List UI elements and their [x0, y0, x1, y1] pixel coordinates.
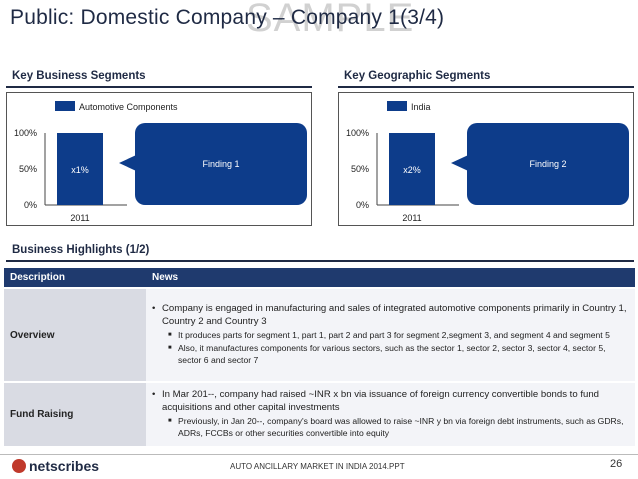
y-tick-0: 0% [356, 200, 369, 210]
news-list: Company is engaged in manufacturing and … [152, 302, 629, 366]
footer-divider [0, 454, 638, 455]
page-title-text: Public: Domestic Company – Company 1(3/4… [10, 6, 445, 29]
news-subbullet: It produces parts for segment 1, part 1,… [168, 329, 629, 341]
business-segments-chart: Automotive Components 100% 50% 0% x1% 20… [6, 92, 312, 226]
row-description: Fund Raising [4, 381, 146, 446]
x-tick-2011: 2011 [70, 213, 89, 223]
news-bullet: Company is engaged in manufacturing and … [152, 302, 629, 366]
finding-1-text: Finding 1 [202, 159, 240, 169]
logo-icon [12, 459, 26, 473]
news-bullet: In Mar 201--, company had raised ~INR x … [152, 388, 629, 439]
news-sublist: Previously, in Jan 20--, company's board… [168, 415, 629, 439]
bar-2011 [57, 133, 103, 205]
y-tick-50: 50% [19, 164, 37, 174]
highlights-table: Description News Overview Company is eng… [4, 268, 635, 446]
row-news: In Mar 201--, company had raised ~INR x … [146, 381, 635, 446]
business-highlights-heading: Business Highlights (1/2) [12, 244, 150, 256]
news-subbullet: Previously, in Jan 20--, company's board… [168, 415, 629, 439]
table-row-overview: Overview Company is engaged in manufactu… [4, 287, 635, 382]
footer-document-title: AUTO ANCILLARY MARKET IN INDIA 2014.PPT [230, 462, 405, 471]
x-tick-2011: 2011 [402, 213, 421, 223]
page-title-front: Public: Domestic Company – Company 1(3/4… [10, 6, 444, 30]
netscribes-logo: netscribes [12, 458, 99, 474]
right-heading-rule [338, 86, 634, 88]
geographic-segments-heading: Key Geographic Segments [344, 70, 491, 82]
news-bullet-text: Company is engaged in manufacturing and … [162, 303, 627, 327]
watermark: SAMPLE [198, 0, 474, 64]
geographic-chart-svg: India 100% 50% 0% x2% 2011 [346, 101, 477, 223]
news-bullet-text: In Mar 201--, company had raised ~INR x … [162, 389, 600, 413]
row-description: Overview [4, 287, 146, 382]
news-list: In Mar 201--, company had raised ~INR x … [152, 388, 629, 439]
col-news-header: News [146, 268, 635, 288]
y-tick-100: 100% [346, 128, 369, 138]
logo-text: netscribes [29, 458, 100, 474]
news-sublist: It produces parts for segment 1, part 1,… [168, 329, 629, 366]
business-segments-heading: Key Business Segments [12, 70, 146, 82]
table-row-fund-raising: Fund Raising In Mar 201--, company had r… [4, 381, 635, 446]
finding-2-callout: Finding 2 [467, 123, 629, 205]
left-heading-rule [6, 86, 312, 88]
geographic-segments-chart: India 100% 50% 0% x2% 2011 Finding 2 [338, 92, 634, 226]
y-tick-0: 0% [24, 200, 37, 210]
y-tick-100: 100% [14, 128, 37, 138]
bar-value-label: x2% [403, 165, 421, 175]
col-description-header: Description [4, 268, 146, 288]
legend-label: India [411, 102, 431, 112]
y-tick-50: 50% [351, 164, 369, 174]
row-news: Company is engaged in manufacturing and … [146, 287, 635, 382]
finding-2-text: Finding 2 [529, 159, 567, 169]
finding-1-callout: Finding 1 [135, 123, 307, 205]
highlights-rule [6, 260, 634, 262]
news-subbullet: Also, it manufactures components for var… [168, 342, 629, 366]
watermark-text: SAMPLE [246, 0, 415, 40]
bar-2011 [389, 133, 435, 205]
page-number: 26 [610, 458, 623, 470]
legend-swatch [387, 101, 407, 111]
legend-swatch [55, 101, 75, 111]
bar-value-label: x1% [71, 165, 89, 175]
table-header-row: Description News [4, 268, 635, 288]
legend-label: Automotive Components [79, 102, 178, 112]
